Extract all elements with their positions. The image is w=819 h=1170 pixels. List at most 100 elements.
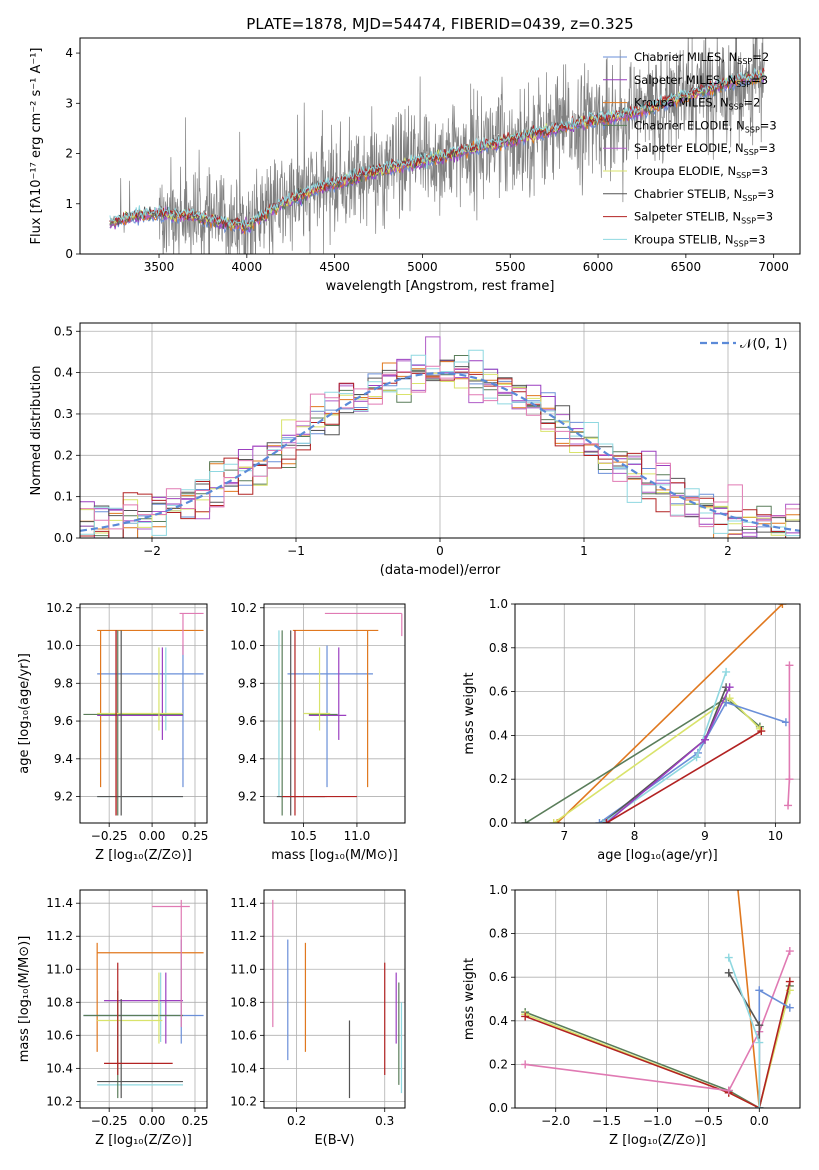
x-tick-label: −1.5 [592,1114,621,1128]
y-tick-label: 10.4 [230,1061,257,1075]
x-tick-label: 0 [436,544,444,558]
y-tick-label: 4 [65,46,73,60]
axes-frame [514,603,801,824]
y-tick-label: 0.5 [54,324,73,338]
y-tick-label: 0 [65,247,73,261]
y-tick-label: 11.0 [46,962,73,976]
x-tick-label: 10 [768,829,783,843]
legend-label: Salpeter STELIB, NSSP=3 [634,210,773,226]
x-tick-label: 0.2 [287,1114,306,1128]
weight-marker [722,698,731,707]
x-axis-label: Z [log₁₀(Z/Z⊙)] [95,848,192,863]
panel-age-vs-Z: −0.25 0.00 0.25 9.2 9.4 9.6 9.8 10.0 10.2 Z [log₁… [17,601,208,863]
x-tick-label: 0.25 [182,829,209,843]
plot-area [264,604,405,823]
axes-frame [263,603,406,824]
weight-marker [785,661,794,670]
x-axis-label: wavelength [Angstrom, rest frame] [326,279,555,294]
x-tick-label: −0.5 [694,1114,723,1128]
panel-weight-vs-age: 7 8 9 10 0.0 0.2 0.4 0.6 0.8 1.0 age [log₁₀(age/yr… [462,597,801,863]
plot-area [80,604,207,823]
legend-label: Salpeter MILES, NSSP=3 [634,73,768,89]
y-tick-label: 10.2 [46,1094,73,1108]
legend-label: Kroupa ELODIE, NSSP=3 [634,164,768,180]
weight-marker [757,727,766,736]
normal-curve [80,371,800,532]
y-tick-label: 0.2 [489,1057,508,1071]
y-tick-label: 10.2 [230,1094,257,1108]
legend-label: Chabrier MILES, NSSP=2 [634,50,769,66]
weight-line [556,604,783,823]
x-tick-label: 6000 [583,260,614,274]
y-axis-label: mass weight [462,958,477,1040]
legend-label: Chabrier STELIB, NSSP=3 [634,187,774,203]
y-tick-label: 11.0 [230,962,257,976]
x-tick-label: 3500 [144,260,175,274]
y-tick-label: 11.4 [46,896,73,910]
y-tick-label: 0.0 [489,816,508,830]
y-tick-label: 0.8 [489,641,508,655]
x-tick-label: −0.25 [91,829,128,843]
legend-label: 𝒩(0, 1) [740,337,787,352]
legend-label: Chabrier ELODIE, NSSP=3 [634,118,777,134]
x-tick-label: 2 [724,544,732,558]
x-tick-label: 0.0 [750,1114,769,1128]
weight-marker [755,1104,764,1108]
y-tick-label: 1 [65,197,73,211]
y-tick-label: 10.0 [46,639,73,653]
y-tick-label: 1.0 [489,597,508,611]
plot-area [515,604,800,823]
plot-area [515,890,800,1108]
y-tick-label: 9.6 [54,714,73,728]
legend: Chabrier MILES, NSSP=2 Salpeter MILES, NS… [603,50,777,248]
x-tick-label: 6500 [671,260,702,274]
legend-label: Kroupa MILES, NSSP=2 [634,96,760,112]
weight-marker [724,1086,733,1095]
model-spectrum [109,67,765,229]
y-axis-label: mass weight [462,672,477,754]
weight-marker [725,694,734,703]
y-tick-label: 0.8 [489,927,508,941]
panel-age-vs-mass: 10.5 11.0 9.2 9.4 9.6 9.8 10.0 10.2 mass [log₁₀(… [230,601,406,863]
weight-marker [778,604,787,608]
axes-frame [79,603,208,824]
y-axis-label: Normed distribution [29,366,44,496]
y-tick-label: 10.2 [230,601,257,615]
plot-area [109,38,765,254]
y-tick-label: 1.0 [489,883,508,897]
y-tick-label: 0.2 [489,772,508,786]
weight-marker [602,819,611,823]
x-tick-label: 11.0 [344,829,371,843]
y-tick-label: 3 [65,96,73,110]
x-tick-label: −2 [143,544,161,558]
x-tick-label: 7 [560,829,568,843]
y-tick-label: 0.4 [54,366,73,380]
x-tick-label: 0.3 [375,1114,394,1128]
y-tick-label: 9.8 [238,676,257,690]
weight-marker [781,718,790,727]
x-tick-label: −0.25 [91,1114,128,1128]
weight-marker [521,1060,530,1069]
y-tick-label: 0.3 [54,407,73,421]
panel-spectrum: 3500 4000 4500 5000 5500 6000 6500 7000 0 1 2 3 4 wav… [29,37,801,294]
weight-marker [521,1012,530,1021]
panel-residual-histogram: −2 −1 0 1 2 0.0 0.1 0.2 0.3 0.4 0.5 (data-model)/er… [29,322,801,578]
weight-line [524,981,791,1108]
x-tick-label: 10.5 [290,829,317,843]
weight-marker [722,667,731,676]
weight-marker [785,775,794,784]
x-tick-label: 1 [580,544,588,558]
weight-marker [724,953,733,962]
y-tick-label: 10.0 [230,639,257,653]
x-tick-label: 7000 [758,260,789,274]
x-axis-label: age [log₁₀(age/yr)] [597,848,718,863]
y-tick-label: 11.2 [46,929,73,943]
y-axis-label: Flux [fλ10⁻¹⁷ erg cm⁻² s⁻¹ A⁻¹] [29,48,44,245]
weight-line [525,950,791,1092]
x-tick-label: −1.0 [643,1114,672,1128]
weight-marker [755,1021,764,1030]
y-tick-label: 0.2 [54,448,73,462]
x-tick-label: 0.25 [182,1114,209,1128]
model-spectrum [109,67,765,228]
x-tick-label: 0.00 [139,829,166,843]
